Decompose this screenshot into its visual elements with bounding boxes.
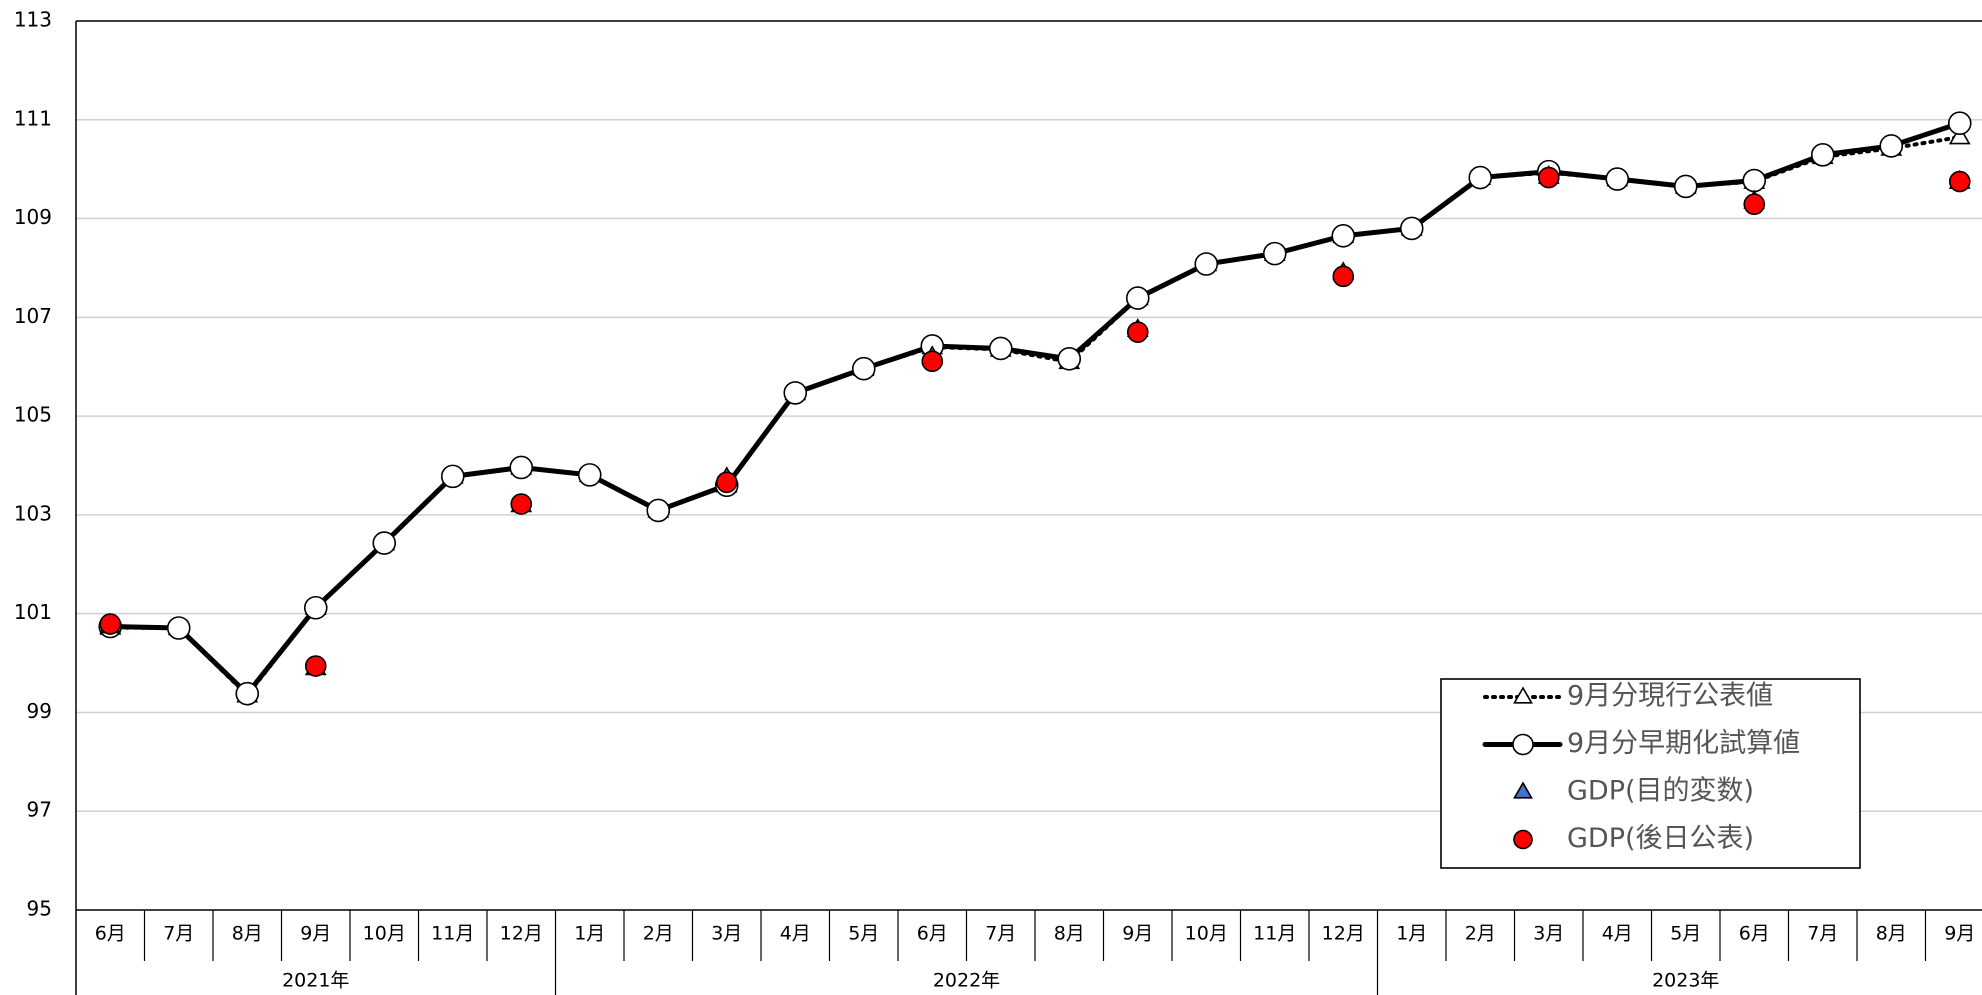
x-tick-label: 5月 [1670,923,1701,945]
point [440,464,465,489]
point [372,531,397,555]
x-tick-label: 12月 [1322,923,1365,945]
legend-marker [1513,781,1533,799]
legend-marker [1513,686,1533,704]
x-tick-label: 2月 [1465,923,1496,945]
x-tick-label: 7月 [985,923,1016,945]
x-tick-label: 7月 [1807,923,1838,945]
point [235,681,260,706]
x-tick-label: 8月 [232,923,263,945]
legend-label: 9月分早期化試算値 [1567,728,1800,759]
point [1537,166,1560,189]
point [510,493,533,515]
point [646,498,671,523]
point [1948,170,1971,193]
x-tick-label: 6月 [917,923,948,945]
y-tick-label: 111 [14,106,52,130]
x-tick-label: 3月 [1533,923,1564,945]
point [1810,143,1835,167]
x-tick-label: 12月 [500,923,543,945]
point [1126,321,1149,343]
y-tick-label: 113 [14,8,52,32]
y-tick-label: 101 [14,600,52,624]
y-tick-label: 99 [27,699,52,723]
x-tick-label: 8月 [1054,923,1085,945]
point [1057,347,1082,371]
point [1262,241,1287,266]
point [1125,286,1150,310]
point [1948,125,1971,145]
point [1947,111,1972,136]
x-tick-label: 7月 [163,923,194,945]
x-tick-label: 11月 [431,923,474,945]
point [577,463,602,487]
x-tick-label: 2月 [643,923,674,945]
legend-label: 9月分現行公表値 [1567,681,1773,712]
point [304,655,327,677]
x-tick-label: 6月 [1739,923,1770,945]
x-tick-label: 3月 [711,923,742,945]
x-tick-label: 5月 [848,923,879,945]
y-tick-label: 97 [27,798,52,822]
x-tick-label: 1月 [574,923,605,945]
y-tick-label: 95 [27,897,52,921]
point [921,350,944,373]
point [509,455,534,480]
y-tick-label: 103 [14,501,52,525]
x-tick-label: 6月 [95,923,126,945]
y-tick-label: 107 [14,304,52,328]
legend: 9月分現行公表値 9月分早期化試算値 GDP(目的変数) GDP(後日公表) [1440,678,1861,869]
point [715,471,738,494]
x-tick-label: 1月 [1396,923,1427,945]
x-tick-label: 11月 [1253,923,1296,945]
y-tick-label: 105 [14,403,52,427]
point [1468,165,1493,190]
year-label: 2021年 [282,970,349,992]
point [99,613,122,635]
x-tick-label: 9月 [300,923,331,945]
point [1332,265,1355,288]
point [783,381,808,405]
point [1742,168,1767,193]
x-tick-label: 9月 [1944,923,1975,945]
y-tick-label: 109 [14,205,52,229]
x-tick-label: 9月 [1122,923,1153,945]
legend-label: GDP(目的変数) [1567,776,1754,807]
point [1399,216,1424,241]
point [1194,252,1219,276]
point [1605,167,1630,191]
series-line [107,120,1963,698]
x-tick-label: 4月 [780,923,811,945]
x-tick-label: 4月 [1602,923,1633,945]
point [166,616,191,640]
point [851,356,876,381]
point [988,336,1013,361]
point [1673,174,1698,199]
point [1879,134,1904,158]
legend-marker [1513,829,1533,850]
point [1743,193,1766,216]
legend-box [1440,678,1861,869]
x-tick-label: 10月 [363,923,406,945]
x-tick-label: 8月 [1876,923,1907,945]
point [1331,224,1356,248]
point [303,595,328,620]
legend-marker [1512,733,1534,756]
year-label: 2023年 [1652,970,1719,992]
legend-label: GDP(後日公表) [1567,823,1754,854]
year-label: 2022年 [933,970,1000,992]
x-tick-label: 10月 [1185,923,1228,945]
